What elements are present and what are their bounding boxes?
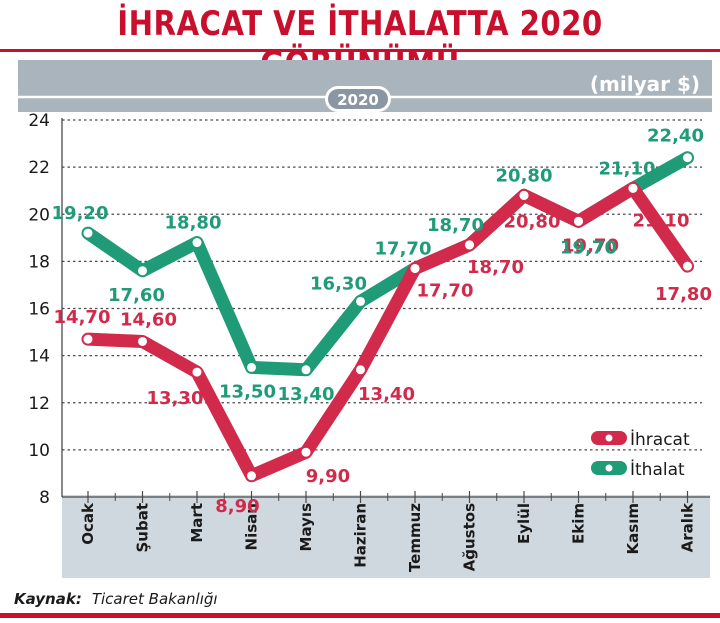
data-point-ihracat: [683, 261, 692, 271]
series-layer: [81, 151, 694, 483]
data-point-ihracat: [356, 365, 365, 375]
data-point-ihracat: [83, 334, 93, 344]
data-label-ihracat: 17,80: [655, 284, 712, 305]
data-label-ithalat: 20,80: [496, 165, 553, 186]
data-label-ithalat: 21,10: [599, 158, 656, 179]
data-point-ihracat: [138, 336, 147, 346]
x-tick-label: Aralık: [679, 502, 697, 552]
source-value: Ticaret Bakanlığı: [91, 590, 218, 608]
x-tick-label: Ekim: [570, 503, 588, 544]
data-point-ithalat: [138, 266, 147, 276]
x-tick-label: Eylül: [515, 503, 533, 544]
data-label-ihracat: 8,90: [215, 496, 259, 517]
data-point-ithalat: [192, 238, 202, 248]
data-point-ithalat: [83, 228, 93, 238]
year-badge-label: 2020: [337, 91, 379, 109]
y-tick-label: 20: [28, 205, 50, 225]
data-point-ihracat: [574, 216, 583, 226]
unit-label: (milyar $): [590, 72, 700, 96]
data-label-layer: 14,70 14,6013,308,909,9013,4017,7018,7020…: [52, 126, 712, 517]
x-tick-label: Şubat: [134, 503, 152, 553]
legend-marker-ithalat: [605, 464, 613, 472]
year-badge: [328, 89, 388, 109]
source-label: Kaynak:: [14, 590, 82, 608]
data-label-ihracat: 9,90: [306, 466, 350, 487]
series-line-ihracat: [81, 181, 694, 483]
data-label-ithalat: 16,30: [310, 273, 367, 294]
x-tick-label: Mart: [188, 503, 206, 543]
data-point-ithalat: [301, 365, 311, 375]
data-point-ihracat: [247, 471, 256, 481]
data-label-ithalat: 13,40: [278, 384, 335, 405]
x-tick-label: Nisan: [243, 503, 261, 550]
source-line: Kaynak: Ticaret Bakanlığı: [14, 590, 218, 608]
data-label-ihracat: 20,80: [504, 211, 561, 232]
data-label-ihracat: 14,60: [120, 309, 177, 330]
data-label-ithalat: 22,40: [647, 126, 704, 147]
x-tick-label: Ocak: [79, 502, 97, 545]
x-tick-label: Haziran: [352, 503, 370, 568]
y-tick-label: 16: [28, 300, 50, 320]
data-point-ihracat: [465, 240, 474, 250]
data-label-ihracat: 14,70: [54, 307, 111, 328]
y-tick-label: 14: [28, 347, 50, 367]
x-tick-label: Temmuz: [406, 503, 424, 572]
x-axis: Ocak Şubat Mart Nisan Mayıs Haziran Temmuz Ağus…: [62, 491, 710, 572]
category-band: [62, 495, 710, 578]
y-tick-label: 18: [28, 252, 50, 272]
data-point-ihracat: [410, 263, 420, 273]
y-tick-label: 24: [28, 111, 50, 131]
data-point-ithalat: [247, 362, 256, 372]
legend: İhracat İthalat: [591, 429, 690, 480]
data-label-ihracat: 19,70: [562, 235, 619, 256]
x-tick-label: Kasım: [624, 503, 642, 554]
data-label-ithalat: 19,20: [52, 203, 109, 224]
data-label-ihracat: 17,70: [417, 280, 474, 301]
data-point-ihracat: [301, 447, 311, 457]
data-label-ihracat: 18,70: [467, 257, 524, 278]
data-label-ihracat: 13,40: [358, 384, 415, 405]
data-point-ihracat: [628, 183, 638, 193]
data-label-ithalat: 17,70: [375, 238, 432, 259]
legend-label-ihracat: İhracat: [630, 429, 690, 450]
x-tick-label: Ağustos: [461, 503, 479, 571]
series-line-ithalat: [81, 151, 694, 377]
y-axis: 8 10 12 14 16 18 20 22 24: [28, 111, 63, 508]
y-tick-label: 22: [28, 158, 50, 178]
y-tick-label: 10: [28, 441, 50, 461]
y-tick-label: 8: [39, 488, 50, 508]
data-point-ihracat: [519, 190, 529, 200]
data-label-ithalat: 18,80: [165, 213, 222, 234]
data-label-ihracat: 13,30: [147, 388, 204, 409]
data-point-ithalat: [356, 296, 365, 306]
data-label-ithalat: 18,70: [427, 215, 484, 236]
x-tick-label: Mayıs: [297, 503, 315, 552]
bottom-rule: [0, 613, 720, 618]
y-tick-label: 12: [28, 394, 50, 414]
legend-marker-ihracat: [605, 434, 613, 442]
data-point-ihracat: [192, 367, 202, 377]
data-label-ithalat: 17,60: [108, 285, 165, 306]
legend-label-ithalat: İthalat: [630, 459, 685, 480]
data-label-ithalat: 13,50: [219, 381, 276, 402]
data-point-ithalat: [683, 153, 692, 163]
data-label-ihracat: 21,10: [633, 210, 690, 231]
title-rule: [0, 49, 720, 52]
data-label-ithalat: 19,70: [560, 237, 617, 258]
